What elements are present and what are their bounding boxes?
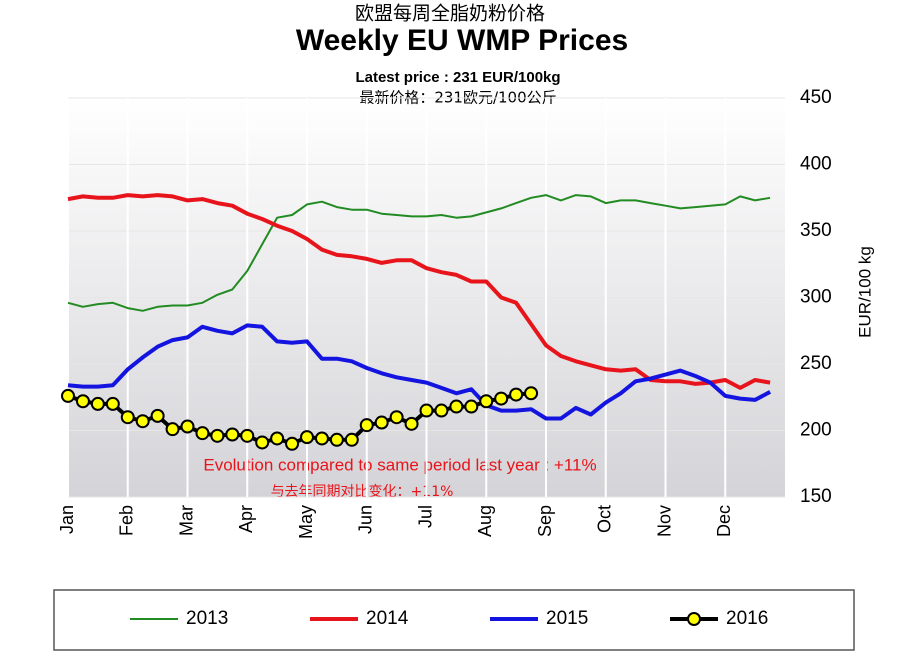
series-marker (300, 430, 314, 445)
legend-label: 2016 (726, 608, 768, 629)
y-tick-label: 300 (800, 287, 832, 308)
series-marker (329, 432, 344, 447)
series-marker (120, 410, 135, 425)
x-tick-label: Jul (415, 505, 435, 528)
chart-title-cn: 欧盟每周全脂奶粉价格 (355, 3, 545, 25)
subtitle: Latest price : 231 EUR/100kg (355, 69, 560, 86)
series-marker (479, 394, 494, 409)
series-marker (419, 403, 434, 418)
legend-label: 2013 (186, 608, 228, 629)
series-marker (344, 432, 359, 447)
series-marker (270, 431, 285, 446)
series-marker (135, 414, 150, 429)
annotation: Evolution compared to same period last y… (203, 455, 596, 474)
series-marker (389, 410, 404, 425)
legend-label: 2014 (366, 608, 409, 629)
annotation-cn: 与去年同期对比变化：+11% (271, 484, 454, 500)
series-marker (524, 386, 539, 401)
x-tick-label: Jan (57, 505, 77, 534)
series-marker (509, 387, 524, 402)
series-marker (434, 403, 449, 418)
x-tick-label: Sep (535, 505, 555, 537)
series-marker (210, 428, 225, 443)
legend-box (53, 589, 855, 651)
series-marker (165, 422, 180, 437)
x-tick-label: Mar (176, 505, 196, 536)
y-tick-label: 150 (800, 486, 832, 507)
x-tick-label: Apr (236, 505, 256, 533)
x-tick-label: Feb (117, 505, 137, 536)
series-marker (240, 428, 255, 443)
series-marker (105, 396, 120, 411)
legend-label: 2015 (546, 608, 588, 629)
y-axis-label: EUR/100 kg (855, 246, 874, 338)
series-marker (150, 408, 165, 423)
chart-title: Weekly EU WMP Prices (296, 24, 628, 57)
series-marker (464, 399, 479, 414)
x-tick-label: Dec (714, 505, 734, 537)
series-marker (61, 388, 75, 403)
series-line (67, 193, 771, 390)
series-marker (374, 415, 389, 430)
series-marker (75, 394, 90, 409)
series-marker (225, 427, 240, 442)
series-marker (494, 391, 509, 406)
x-tick-label: Aug (475, 505, 495, 537)
x-tick-label: May (296, 505, 316, 539)
y-tick-label: 200 (800, 420, 832, 441)
y-tick-label: 250 (800, 353, 832, 374)
x-tick-label: Oct (595, 505, 615, 533)
series-marker (180, 419, 195, 434)
series-marker (359, 418, 374, 433)
y-tick-label: 450 (800, 87, 832, 108)
series-line (67, 194, 771, 312)
series-marker (255, 435, 270, 450)
series-marker (314, 431, 329, 446)
legend-marker (687, 612, 701, 626)
series-marker (195, 426, 210, 441)
series-marker (285, 436, 300, 451)
y-tick-label: 400 (800, 154, 832, 175)
y-tick-label: 350 (800, 220, 832, 241)
series-marker (449, 399, 464, 414)
series-marker (404, 416, 419, 431)
x-tick-label: Nov (654, 505, 674, 537)
series-marker (90, 396, 105, 411)
series-line (67, 323, 772, 421)
x-tick-label: Jun (356, 505, 376, 534)
